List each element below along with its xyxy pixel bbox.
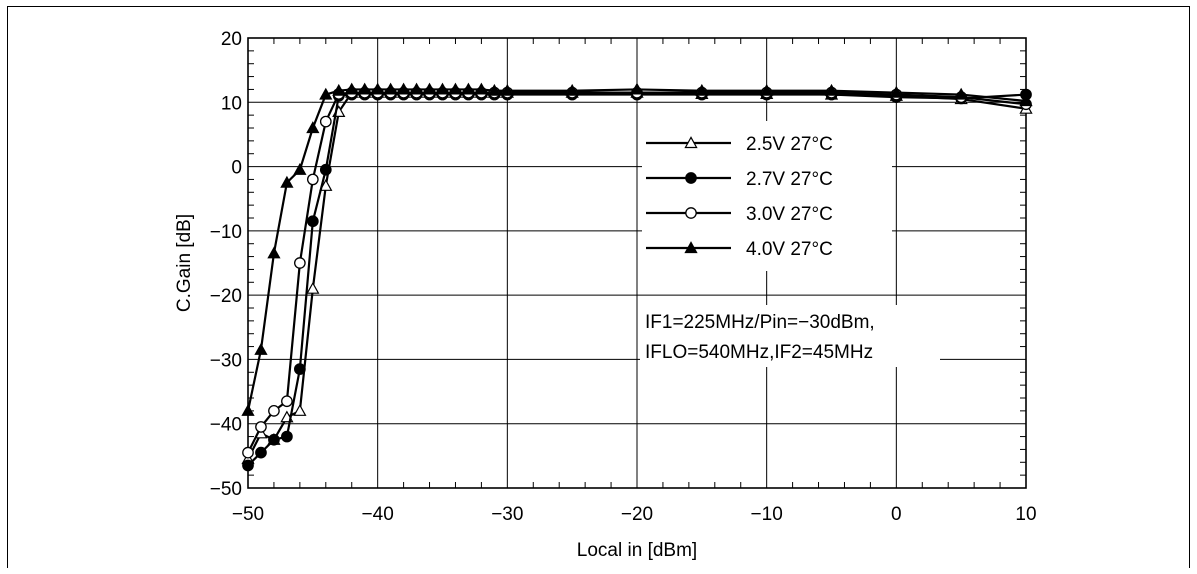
annotation: IF1=225MHz/Pin=−30dBm, IFLO=540MHz,IF2=4… <box>640 305 940 367</box>
legend-marker <box>684 241 698 254</box>
legend-marker <box>684 136 698 149</box>
data-point <box>358 82 372 95</box>
data-point <box>345 82 359 95</box>
data-point <box>280 175 294 188</box>
data-point <box>293 162 307 175</box>
y-tick-label: 0 <box>231 158 242 179</box>
legend-marker <box>685 207 697 219</box>
legend-label: 4.0V 27°C <box>746 239 833 260</box>
legend-marker <box>685 172 697 184</box>
data-point <box>294 363 306 375</box>
x-tick-label: −20 <box>621 504 653 525</box>
y-tick-label: −50 <box>210 479 242 500</box>
data-point <box>242 446 254 459</box>
data-point <box>306 281 320 294</box>
data-point <box>281 395 293 408</box>
chart-frame <box>7 6 1190 568</box>
grid <box>247 37 1027 489</box>
x-tick-label: 10 <box>1015 504 1036 525</box>
data-point <box>281 430 293 443</box>
data-point <box>268 405 280 417</box>
data-point <box>254 342 268 355</box>
legend-label: 3.0V 27°C <box>746 204 833 225</box>
data-point <box>319 163 332 176</box>
data-point <box>824 83 839 96</box>
x-axis-title: Local in [dBm] <box>577 540 697 561</box>
data-point <box>435 82 450 95</box>
y-tick-label: −30 <box>210 350 242 371</box>
legend-item: 3.0V 27°C <box>646 204 833 225</box>
data-point <box>241 404 255 416</box>
data-point <box>371 82 385 95</box>
legend-label: 2.5V 27°C <box>746 134 833 155</box>
annotation-line-1: IF1=225MHz/Pin=−30dBm, <box>645 312 875 333</box>
series-layer <box>241 82 1033 472</box>
data-point <box>332 83 346 96</box>
data-point <box>461 82 476 95</box>
data-point <box>409 82 424 95</box>
legend-item: 2.5V 27°C <box>646 134 833 155</box>
data-point <box>1019 94 1033 107</box>
x-tick-labels: −50 −40 −30 −20 −10 0 10 <box>232 504 1037 525</box>
data-point <box>294 257 306 269</box>
data-point <box>306 121 320 134</box>
data-point <box>760 83 774 96</box>
y-axis-title: C.Gain [dB] <box>174 214 195 312</box>
data-point <box>242 459 254 472</box>
data-point <box>319 87 333 100</box>
data-point <box>487 83 501 96</box>
x-tick-label: 0 <box>891 504 902 525</box>
legend-background <box>642 121 892 271</box>
data-point <box>268 433 280 446</box>
data-point <box>267 246 281 259</box>
data-point <box>306 173 319 186</box>
x-tick-label: −40 <box>362 504 394 525</box>
legend: 2.5V 27°C 2.7V 27°C 3.0V 27°C 4.0V 27°C <box>642 121 892 271</box>
y-tick-label: −10 <box>210 222 242 243</box>
data-point <box>306 215 319 228</box>
legend-item: 4.0V 27°C <box>646 239 833 260</box>
data-point <box>630 82 644 95</box>
annotation-background <box>640 305 940 367</box>
data-point <box>954 87 968 100</box>
y-tick-label: 10 <box>221 93 242 114</box>
x-tick-label: −30 <box>491 504 523 525</box>
annotation-line-2: IFLO=540MHz,IF2=45MHz <box>645 342 873 363</box>
y-tick-label: −20 <box>210 286 242 307</box>
y-tick-label: 20 <box>221 29 242 50</box>
data-point <box>255 421 267 433</box>
data-point <box>565 83 579 96</box>
data-point <box>422 82 437 95</box>
data-point <box>448 82 463 95</box>
data-point <box>293 404 307 416</box>
data-point <box>474 82 489 95</box>
y-tick-label: −40 <box>210 415 242 436</box>
data-point <box>396 82 411 95</box>
x-tick-label: −50 <box>232 504 264 525</box>
data-point <box>319 115 332 128</box>
data-point <box>384 82 398 95</box>
series-4 <box>241 82 1033 416</box>
legend-item: 2.7V 27°C <box>646 169 833 190</box>
x-tick-label: −10 <box>751 504 783 525</box>
legend-label: 2.7V 27°C <box>746 169 833 190</box>
y-tick-labels: 20 10 0 −10 −20 −30 −40 −50 <box>210 29 242 500</box>
data-point <box>889 85 903 98</box>
plot-area <box>247 37 1027 489</box>
data-point <box>255 446 267 459</box>
data-point <box>695 83 709 96</box>
data-point <box>500 83 514 96</box>
